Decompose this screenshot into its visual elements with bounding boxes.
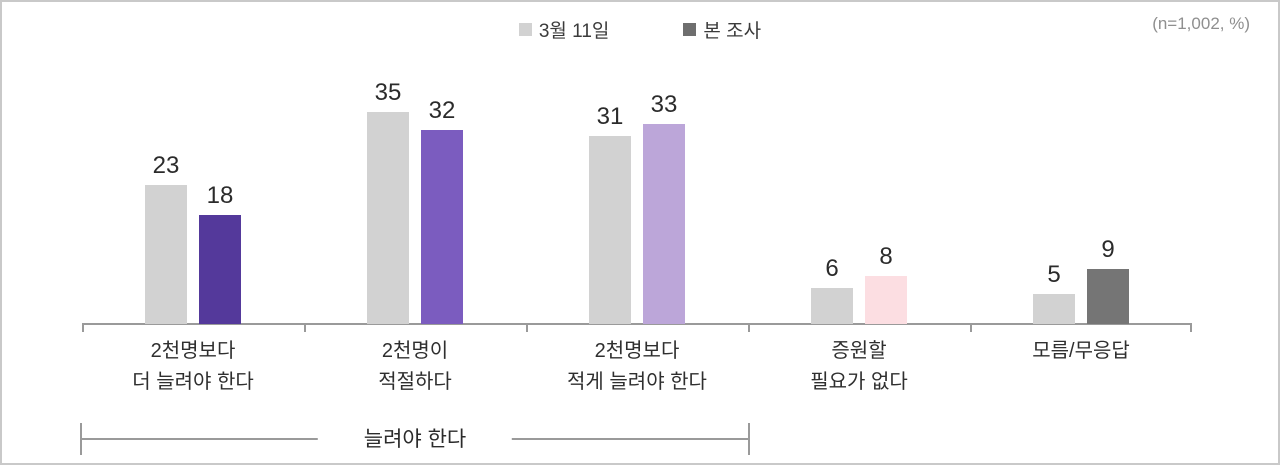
bracket-tick-left — [80, 423, 82, 455]
category-label-line: 2천명보다 — [150, 340, 236, 362]
bar-group: 35 32 — [304, 72, 526, 324]
bar — [1087, 269, 1129, 324]
bar-column: 6 — [811, 257, 853, 324]
category-label-line: 증원할 — [831, 340, 887, 362]
bracket-label: 늘려야 한다 — [317, 422, 513, 453]
bar-value-label: 6 — [825, 255, 839, 282]
legend: 3월 11일 본 조사 — [2, 16, 1278, 43]
x-axis-line — [82, 323, 1192, 325]
sample-size-note: (n=1,002, %) — [1152, 14, 1250, 33]
x-axis-tick — [82, 324, 84, 332]
bar-value-label: 9 — [1101, 236, 1115, 263]
legend-label-current-survey: 본 조사 — [703, 21, 762, 42]
bar-group: 23 18 — [82, 72, 304, 324]
bracket-tick-right — [748, 423, 750, 455]
category-label-line: 적게 늘려야 한다 — [567, 371, 707, 393]
bar-column: 9 — [1087, 238, 1129, 324]
bar — [199, 215, 241, 324]
bar — [589, 136, 631, 324]
category-label-line: 2천명보다 — [594, 340, 680, 362]
bar — [421, 130, 463, 324]
bar-value-label: 5 — [1047, 261, 1061, 288]
bar — [865, 276, 907, 324]
bar-column: 8 — [865, 245, 907, 324]
x-axis-tick — [748, 324, 750, 332]
bar-group: 31 33 — [526, 72, 748, 324]
bar — [643, 124, 685, 324]
bar-column: 18 — [199, 184, 241, 324]
x-axis-tick — [1190, 324, 1192, 332]
bar-column: 33 — [643, 93, 685, 324]
bar — [367, 112, 409, 324]
category-label-line: 필요가 없다 — [810, 371, 908, 393]
plot-area: 23 18 35 32 31 33 6 8 5 9 — [82, 72, 1192, 332]
increase-bracket: 늘려야 한다 — [80, 422, 750, 455]
bar-column: 35 — [367, 81, 409, 324]
category-label-line: 2천명이 — [381, 340, 449, 362]
category-label-line: 모름/무응답 — [1032, 340, 1130, 362]
bar-value-label: 23 — [152, 152, 180, 179]
legend-swatch-march-11 — [518, 23, 532, 36]
bar-column: 31 — [589, 105, 631, 324]
x-axis-tick — [304, 324, 306, 332]
x-axis-tick — [970, 324, 972, 332]
bar — [145, 185, 187, 324]
legend-swatch-current-survey — [683, 23, 697, 36]
legend-label-march-11: 3월 11일 — [538, 21, 610, 42]
category-label-line: 더 늘려야 한다 — [132, 371, 254, 393]
bar-value-label: 31 — [596, 103, 624, 130]
bar-column: 32 — [421, 99, 463, 324]
legend-item-current-survey: 본 조사 — [683, 16, 761, 43]
bar-value-label: 35 — [374, 79, 402, 106]
bar — [1033, 294, 1075, 324]
bar-column: 23 — [145, 154, 187, 324]
category-label-line: 적절하다 — [378, 371, 452, 393]
bar-value-label: 8 — [879, 243, 893, 270]
bar-value-label: 18 — [206, 182, 234, 209]
bar-value-label: 32 — [428, 97, 456, 124]
x-axis-tick — [526, 324, 528, 332]
category-labels: 2천명보다 더 늘려야 한다 2천명이 적절하다 2천명보다 적게 늘려야 한다 증원할 필요… — [82, 336, 1192, 400]
category-label: 모름/무응답 — [970, 336, 1192, 367]
legend-item-march-11: 3월 11일 — [518, 16, 610, 43]
bar-column: 5 — [1033, 263, 1075, 324]
bar-value-label: 33 — [650, 91, 678, 118]
bar — [811, 288, 853, 324]
